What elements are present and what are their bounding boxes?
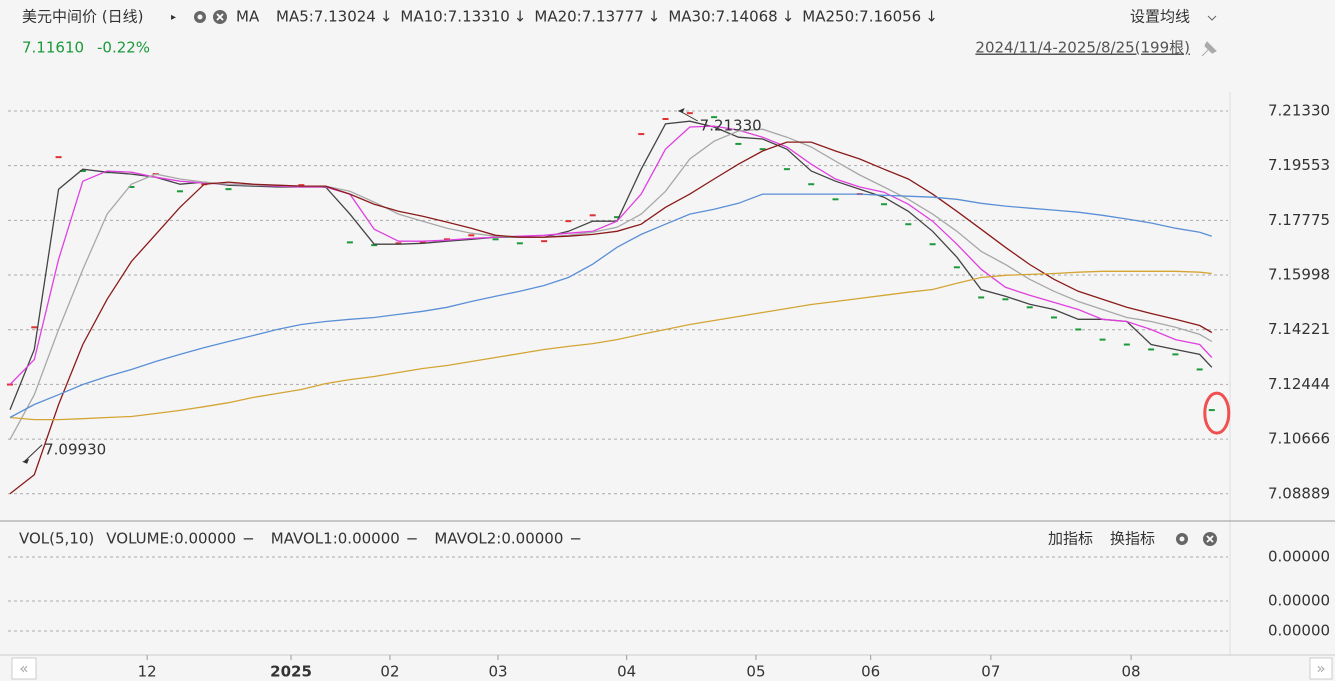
volume-legend: MAVOL2:0.00000 <box>434 530 563 548</box>
volume-legend: MAVOL1:0.00000 <box>271 530 400 548</box>
legend-entry: MA30:7.14068 <box>668 8 777 26</box>
x-tick-label: 2025 <box>270 663 312 681</box>
y-tick-label: 7.10666 <box>1268 430 1330 448</box>
legend-arrow: ↓ <box>925 8 938 26</box>
legend-entry: MA20:7.13777 <box>534 8 643 26</box>
legend-entry: MA10:7.13310 <box>400 8 509 26</box>
y-tick-label: 7.12444 <box>1268 375 1330 393</box>
last-value: 7.11610 <box>22 39 84 57</box>
y-tick-label: 7.17775 <box>1268 211 1330 229</box>
x-tick-label: 05 <box>746 663 765 681</box>
ma-line <box>9 193 1213 419</box>
switch-indicator[interactable]: 换指标 <box>1110 530 1155 548</box>
annotation-arrow <box>23 444 43 463</box>
svg-text:»: » <box>1316 660 1325 678</box>
volume-dash: − <box>406 530 419 548</box>
y-tick-label: 7.08889 <box>1268 484 1330 502</box>
arrow-head <box>677 108 685 113</box>
volume-axis-label: 0.00000 <box>1268 592 1330 610</box>
legend-arrow: ↓ <box>648 8 661 26</box>
svg-text:«: « <box>19 660 28 678</box>
volume-dash: − <box>242 530 255 548</box>
add-indicator[interactable]: 加指标 <box>1048 530 1093 548</box>
arrow-head <box>22 458 30 464</box>
volume-title: VOL(5,10) <box>19 530 94 548</box>
highlight-ring <box>1203 391 1231 435</box>
y-tick-label: 7.14221 <box>1268 320 1330 338</box>
legend-entry: MA250:7.16056 <box>802 8 921 26</box>
close-icon[interactable] <box>213 10 227 24</box>
x-tick-label: 07 <box>981 663 1000 681</box>
y-tick-label: 7.19553 <box>1268 156 1330 174</box>
x-tick-label: 04 <box>617 663 636 681</box>
chevron <box>1207 15 1217 21</box>
legend-arrow: ↓ <box>380 8 393 26</box>
change: -0.22% <box>97 39 150 57</box>
y-tick-label: 7.15998 <box>1268 266 1330 284</box>
close-icon[interactable] <box>1203 532 1217 546</box>
legend-arrow: ↓ <box>514 8 527 26</box>
x-tick-label: 02 <box>380 663 399 681</box>
x-tick-label: 12 <box>138 663 157 681</box>
pin-icon[interactable] <box>1201 41 1217 57</box>
legend-entry: MA5:7.13024 <box>276 8 376 26</box>
volume-legend: VOLUME:0.00000 <box>106 530 236 548</box>
x-tick-label: 06 <box>861 663 880 681</box>
settings-icon[interactable] <box>194 11 206 23</box>
ma-line <box>9 270 1212 421</box>
ma-line <box>9 141 1213 495</box>
annotation-label: 7.21330 <box>700 117 762 135</box>
scroll-left[interactable]: « <box>11 657 37 680</box>
legend-arrow: ↓ <box>782 8 795 26</box>
y-tick-label: 7.21330 <box>1268 102 1330 120</box>
volume-axis-label: 0.00000 <box>1268 548 1330 566</box>
annotation-label: 7.09930 <box>44 440 106 458</box>
ma-label: MA <box>236 8 260 26</box>
expand-icon[interactable]: ▸ <box>171 12 176 23</box>
settings-icon[interactable] <box>1176 533 1188 545</box>
volume-axis-label: 0.00000 <box>1268 622 1330 640</box>
settings-button[interactable]: 设置均线 <box>1130 8 1190 26</box>
date-range: 2024/11/4-2025/8/25(199根) <box>975 39 1190 57</box>
x-tick-label: 03 <box>488 663 507 681</box>
volume-dash: − <box>569 530 582 548</box>
chart-title: 美元中间价 (日线) <box>22 8 143 26</box>
volume-panel: VOL(5,10) 加指标 换指标 VOLUME:0.00000− MAVOL1:… <box>8 530 1330 640</box>
x-tick-label: 08 <box>1122 663 1141 681</box>
scroll-right[interactable]: » <box>1309 657 1333 680</box>
